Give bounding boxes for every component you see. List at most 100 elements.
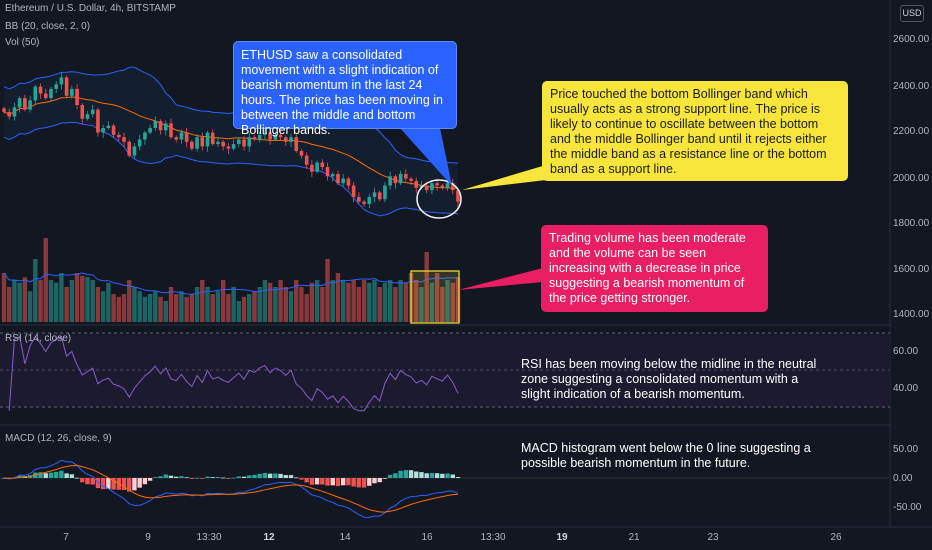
- volume-bar: [163, 301, 168, 322]
- volume-bar: [179, 291, 184, 322]
- candle-body: [174, 137, 179, 140]
- candle-body: [273, 134, 278, 140]
- candle-body: [247, 137, 252, 147]
- macd-histogram-bar: [262, 472, 268, 478]
- x-tick-9: 9: [145, 532, 151, 543]
- candle-body: [64, 77, 69, 96]
- macd-histogram-bar: [398, 470, 403, 478]
- y-tick-2400: 2400.00: [893, 81, 930, 92]
- volume-bar: [283, 287, 288, 322]
- macd-legend[interactable]: MACD (12, 26, close, 9): [5, 433, 112, 444]
- x-tick-16: 16: [421, 532, 433, 543]
- candle-body: [388, 176, 392, 186]
- candle-body: [122, 137, 126, 142]
- macd-histogram-bar: [288, 475, 294, 478]
- y-tick-1400: 1400.00: [893, 309, 930, 320]
- macd-tick-0: 0.00: [893, 473, 913, 484]
- volume-bar: [257, 287, 262, 322]
- macd-histogram-bar: [147, 478, 153, 481]
- candle-body: [169, 123, 173, 138]
- yellow-note-pointer: [462, 165, 546, 190]
- candle-body: [409, 178, 413, 181]
- candle-body: [304, 155, 309, 165]
- volume-bar: [22, 277, 28, 322]
- macd-histogram-bar: [132, 478, 137, 491]
- macd-histogram-bar: [455, 476, 461, 478]
- volume-bar: [142, 296, 148, 322]
- volume-bar: [398, 280, 403, 322]
- volume-bar: [294, 280, 299, 322]
- x-tick-1330-a: 13:30: [196, 532, 222, 543]
- candle-body: [393, 176, 398, 184]
- volume-bar: [434, 273, 440, 322]
- macd-histogram-bar: [440, 473, 445, 478]
- candle-body: [231, 144, 236, 149]
- symbol-legend[interactable]: Ethereum / U.S. Dollar, 4h, BITSTAMP: [5, 3, 176, 14]
- macd-histogram-bar: [377, 478, 382, 483]
- candle-body: [12, 107, 17, 117]
- candle-body: [54, 84, 58, 89]
- macd-histogram-bar: [215, 477, 221, 478]
- volume-bar: [127, 280, 132, 322]
- x-tick-23: 23: [707, 532, 719, 543]
- candle-body: [90, 109, 95, 115]
- volume-bar: [90, 280, 95, 322]
- macd-histogram-bar: [127, 478, 132, 492]
- macd-histogram-bar: [351, 478, 356, 487]
- macd-histogram-bar: [408, 470, 414, 478]
- macd-histogram-bar: [429, 472, 435, 478]
- macd-histogram-bar: [372, 478, 377, 484]
- vol-legend[interactable]: Vol (50): [5, 37, 40, 48]
- volume-bar: [288, 291, 294, 322]
- candle-body: [184, 132, 189, 142]
- candle-body: [346, 178, 351, 186]
- volume-bar: [95, 287, 101, 322]
- macd-histogram-bar: [340, 478, 346, 486]
- candle-body: [43, 93, 48, 99]
- candle-body: [263, 132, 267, 135]
- rsi-line: [8, 335, 459, 412]
- macd-histogram-bar: [330, 478, 335, 486]
- macd-histogram-bar: [445, 473, 450, 478]
- support-touch-circle: [416, 179, 462, 219]
- volume-bar: [372, 280, 377, 322]
- x-tick-1330-b: 13:30: [480, 532, 506, 543]
- macd-plot: [1, 459, 461, 518]
- x-tick-19: 19: [556, 532, 568, 543]
- candle-body: [70, 88, 74, 96]
- macd-histogram-bar: [43, 473, 48, 478]
- macd-histogram-bar: [69, 474, 75, 478]
- candle-body: [190, 141, 194, 149]
- y-tick-2000: 2000.00: [893, 173, 930, 184]
- volume-bar: [7, 287, 12, 322]
- macd-annotation: MACD histogram went below the 0 line sug…: [521, 441, 811, 470]
- volume-bar: [147, 294, 153, 322]
- y-tick-1600: 1600.00: [893, 264, 930, 275]
- candle-body: [435, 183, 439, 186]
- volume-bar: [12, 280, 17, 322]
- currency-badge[interactable]: USD: [900, 5, 924, 22]
- candle-body: [357, 197, 361, 202]
- volume-bar: [335, 273, 341, 322]
- volume-bar: [189, 294, 195, 322]
- macd-histogram-bar: [450, 474, 455, 478]
- candle-body: [372, 192, 377, 197]
- volume-bar: [299, 287, 304, 322]
- volume-bar: [330, 280, 335, 322]
- candle-body: [398, 174, 403, 184]
- volume-bar: [424, 252, 429, 322]
- candle-body: [17, 98, 22, 108]
- macd-histogram-bar: [200, 478, 205, 479]
- candle-body: [456, 190, 460, 202]
- candle-body: [268, 132, 272, 140]
- volume-bar: [231, 287, 236, 322]
- candle-body: [216, 141, 220, 145]
- bb-lower-line: [3, 121, 459, 217]
- macd-histogram-bar: [38, 472, 43, 478]
- volume-bar: [267, 282, 273, 322]
- candle-body: [383, 185, 387, 200]
- rsi-legend[interactable]: RSI (14, close): [5, 333, 72, 344]
- bb-legend[interactable]: BB (20, close, 2, 0): [5, 21, 91, 32]
- volume-bar: [226, 294, 231, 322]
- macd-histogram-bar: [90, 478, 95, 485]
